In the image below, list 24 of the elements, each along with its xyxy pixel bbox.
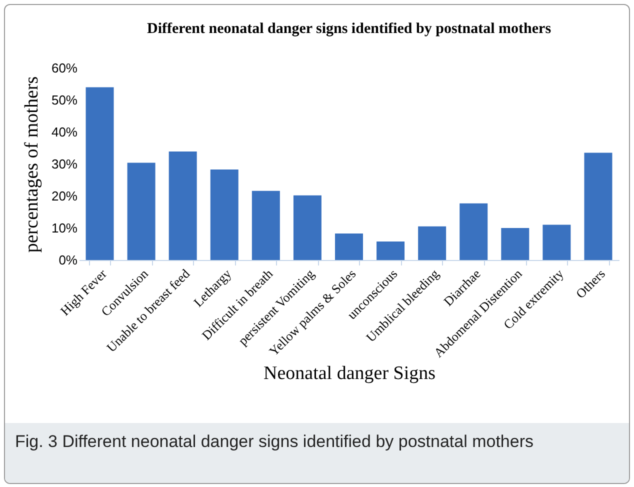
y-tick-label: 0% (58, 252, 78, 268)
bar (460, 203, 488, 260)
y-tick-label: 50% (51, 92, 78, 108)
bar (376, 241, 405, 260)
y-tick-label: 30% (51, 156, 78, 172)
bar (584, 152, 612, 260)
bar (501, 228, 530, 260)
bar (127, 162, 156, 260)
bar (335, 233, 363, 260)
x-axis-title: Neonatal danger Signs (263, 363, 436, 384)
bar (210, 169, 238, 260)
y-tick-label: 60% (51, 60, 78, 76)
caption: Fig. 3 Different neonatal danger signs identified by postnatal mothers (15, 431, 534, 453)
bar (252, 190, 280, 260)
y-tick-label: 20% (51, 188, 78, 204)
bar (542, 224, 571, 260)
y-tick-label: 40% (51, 124, 78, 140)
chart-title: Different neonatal danger signs identified by postnatal mothers (146, 21, 552, 37)
y-axis-title: percentages of mothers (21, 76, 42, 253)
bar (168, 152, 197, 260)
bar (418, 226, 446, 260)
bar (293, 195, 322, 260)
bar (86, 87, 114, 260)
y-tick-label: 10% (51, 220, 78, 236)
